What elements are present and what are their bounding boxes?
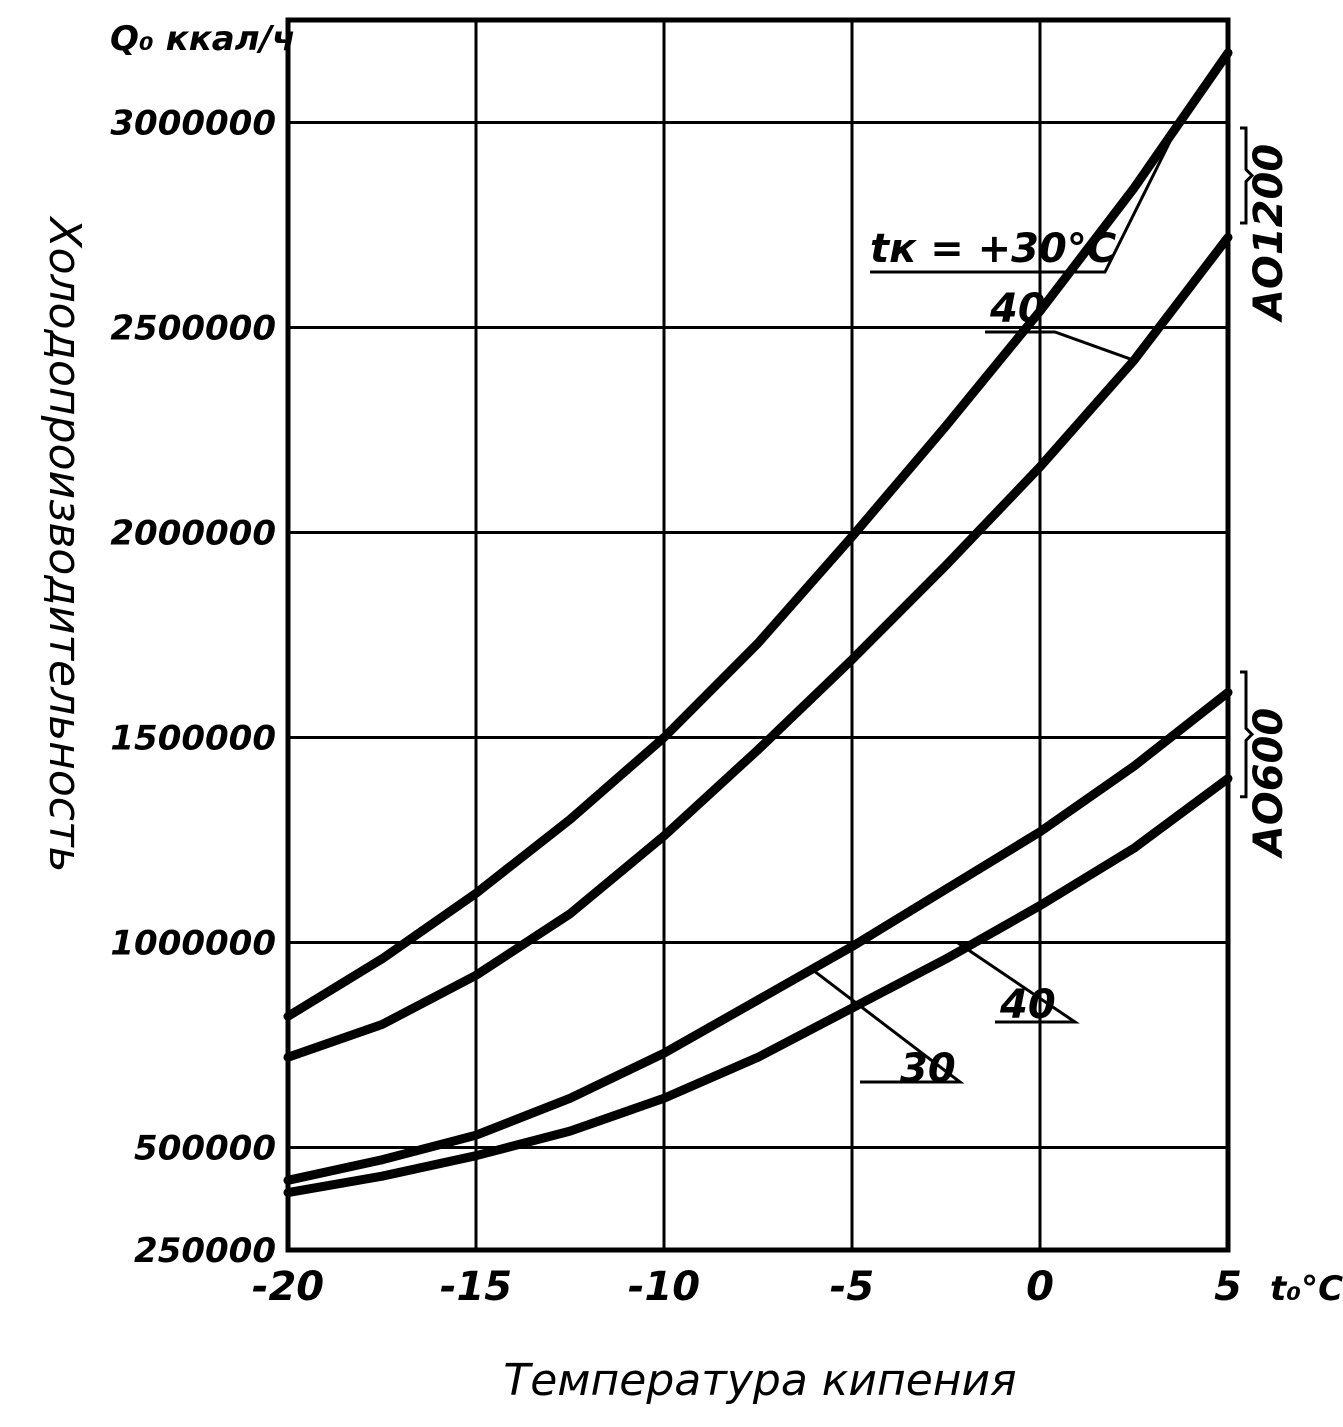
x-tick-label: -5 [830, 1264, 874, 1310]
y-tick-label: 500000 [134, 1129, 276, 1169]
series-leader-3 [956, 941, 1080, 1024]
x-tick-label: -15 [440, 1264, 512, 1310]
y-tick-label: 250000 [134, 1231, 276, 1271]
series-leader-2 [813, 970, 965, 1084]
series-line-0 [283, 48, 1233, 1021]
series-line-1 [283, 232, 1233, 1062]
group-label-1: АО600 [1246, 708, 1292, 859]
y-tick-label: 2500000 [110, 309, 276, 349]
x-tick-labels: -20 -15 -10 -5 0 5 [252, 1264, 1242, 1310]
x-unit-label: t₀°C [1270, 1269, 1343, 1309]
group-brace-0 [1240, 126, 1255, 225]
series-label-0: tк = +30°C [870, 226, 1116, 272]
series-line-2 [283, 687, 1233, 1185]
x-tick-label: 0 [1026, 1264, 1054, 1310]
y-tick-label: 2000000 [110, 514, 276, 554]
x-tick-label: -10 [628, 1264, 700, 1310]
group-brace-1 [1240, 670, 1255, 799]
y-tick-label: 3000000 [110, 104, 276, 144]
x-tick-label: -20 [252, 1264, 324, 1310]
plot-frame [285, 17, 1231, 1253]
y-unit-label: Q₀ ккал/ч [110, 19, 295, 59]
grid [286, 20, 1230, 1252]
x-axis-label: Температура кипения [503, 1355, 1016, 1406]
series-leader-0 [870, 130, 1177, 274]
group-label-0: АО1200 [1246, 144, 1292, 323]
series-leader-1 [985, 330, 1135, 362]
series-label-1: 40 [989, 286, 1046, 332]
x-tick-label: 5 [1214, 1264, 1242, 1310]
y-tick-label: 1000000 [110, 924, 276, 964]
series-label-2: 30 [900, 1046, 956, 1092]
curves [283, 48, 1233, 1198]
y-tick-label: 1500000 [110, 719, 276, 759]
y-axis-label: Холодопроизводительность [39, 215, 90, 872]
y-tick-labels: 250000 500000 1000000 1500000 2000000 2500000… [110, 104, 276, 1272]
series-line-3 [283, 774, 1233, 1198]
